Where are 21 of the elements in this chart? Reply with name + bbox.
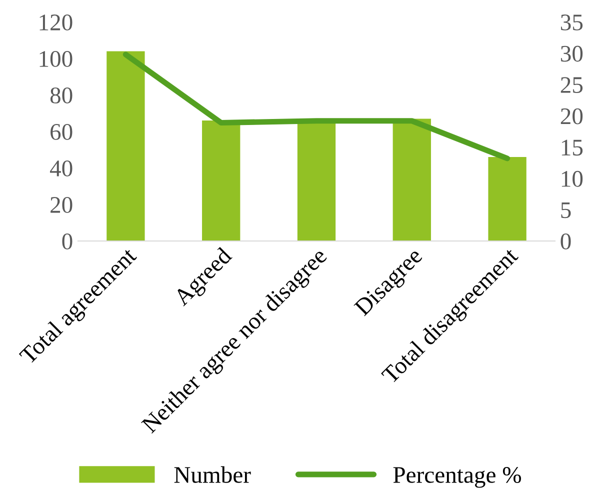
bar (488, 157, 526, 241)
y2-tick-label: 10 (562, 170, 583, 187)
y2-tick-label: 35 (560, 14, 583, 30)
y2-tick-label: 30 (560, 46, 583, 62)
y2-tick-label: 15 (562, 140, 583, 156)
legend-label: Percentage % (393, 466, 521, 488)
bar (202, 120, 240, 241)
bar (392, 118, 431, 241)
y2-tick-label: 0 (560, 233, 571, 250)
y-tick-label: 60 (50, 124, 72, 140)
y-tick-label: 40 (50, 160, 72, 176)
y-tick-label: 0 (62, 233, 72, 250)
y-tick-label: 120 (40, 14, 72, 30)
y2-tick-label: 25 (560, 77, 583, 93)
y-tick-label: 20 (50, 196, 72, 213)
y-tick-label: 80 (50, 87, 72, 104)
bar (106, 51, 145, 241)
y-tick-label: 100 (40, 50, 72, 67)
y2-tick-label: 20 (560, 108, 583, 124)
legend-label: Number (174, 466, 251, 483)
y2-tick-label: 5 (561, 202, 571, 218)
